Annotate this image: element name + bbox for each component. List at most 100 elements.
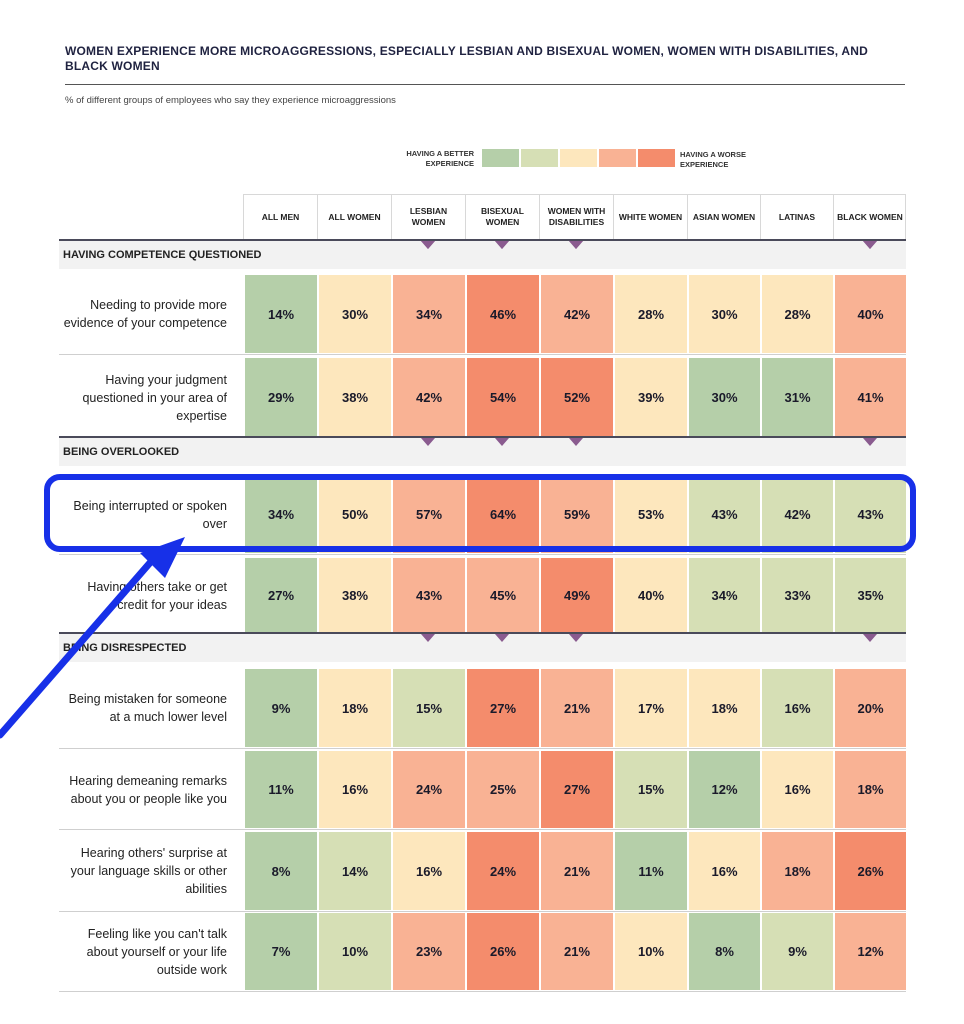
heatmap-cell: 46% [467,275,539,353]
legend-swatch [599,149,636,167]
heatmap-cell: 21% [541,832,613,910]
column-header: LATINAS [760,194,833,240]
heatmap-cell: 29% [245,358,317,437]
row-divider [59,911,906,912]
row-label: Being interrupted or spoken over [73,498,227,531]
heatmap-cell: 11% [245,751,317,828]
heatmap-cell: 15% [615,751,687,828]
column-marker [569,241,583,249]
heatmap-cell: 31% [762,358,833,437]
heatmap-cell: 7% [245,913,317,990]
heatmap-cell: 25% [467,751,539,828]
column-marker [569,438,583,446]
heatmap-cell: 40% [835,275,906,353]
column-header: WOMEN WITH DISABILITIES [539,194,613,240]
heatmap-cell: 18% [689,669,760,747]
heatmap-cell: 40% [615,558,687,633]
row-divider [59,991,906,992]
heatmap-cell: 34% [245,476,317,553]
heatmap-cell: 8% [245,832,317,910]
row-divider [59,354,906,355]
heatmap-cell: 16% [689,832,760,910]
section-divider [59,632,906,634]
heatmap-cell: 27% [541,751,613,828]
heatmap-cell: 38% [319,558,391,633]
legend-swatch [521,149,558,167]
heatmap-cell: 42% [541,275,613,353]
heatmap-cell: 34% [689,558,760,633]
column-marker [862,438,877,446]
heatmap-cell: 21% [541,913,613,990]
column-header: BLACK WOMEN [833,194,906,240]
row-divider [59,554,906,555]
heatmap-cell: 42% [393,358,465,437]
heatmap-cell: 34% [393,275,465,353]
heatmap-cell: 16% [762,751,833,828]
heatmap-cell: 20% [835,669,906,747]
heatmap-cell: 24% [467,832,539,910]
legend-better-label: HAVING A BETTER EXPERIENCE [406,149,474,168]
heatmap-cell: 30% [319,275,391,353]
section-header: BEING OVERLOOKED [59,438,906,466]
heatmap-cell: 45% [467,558,539,633]
heatmap-cell: 50% [319,476,391,553]
heatmap-cell: 43% [689,476,760,553]
column-marker [421,438,435,446]
heatmap-cell: 9% [762,913,833,990]
highlight-box [44,474,916,552]
heatmap-cell: 26% [835,832,906,910]
heatmap-cell: 8% [689,913,760,990]
column-marker [421,634,435,642]
heatmap-cell: 16% [319,751,391,828]
heatmap-cell: 26% [467,913,539,990]
heatmap-cell: 39% [615,358,687,437]
heatmap-cell: 49% [541,558,613,633]
heatmap-cell: 14% [319,832,391,910]
heatmap-cell: 28% [762,275,833,353]
heatmap-cell: 53% [615,476,687,553]
chart-title: WOMEN EXPERIENCE MORE MICROAGGRESSIONS, … [65,44,869,73]
legend-swatch [638,149,675,167]
heatmap-cell: 24% [393,751,465,828]
heatmap-cell: 43% [393,558,465,633]
row-label: Having your judgment questioned in your … [82,372,227,423]
heatmap-cell: 16% [393,832,465,910]
heatmap-cell: 27% [467,669,539,747]
heatmap-cell: 35% [835,558,906,633]
heatmap-cell: 12% [835,913,906,990]
column-marker [421,241,435,249]
column-marker [569,634,583,642]
column-marker [862,241,877,249]
section-header: BEING DISRESPECTED [59,634,906,662]
heatmap-cell: 42% [762,476,833,553]
heatmap-cell: 11% [615,832,687,910]
row-label: Needing to provide more evidence of your… [63,298,227,330]
heatmap-cell: 16% [762,669,833,747]
heatmap-cell: 33% [762,558,833,633]
heatmap-cell: 18% [762,832,833,910]
heatmap-cell: 52% [541,358,613,437]
heatmap-cell: 57% [393,476,465,553]
heatmap-cell: 12% [689,751,760,828]
column-header-frame [243,194,906,240]
row-divider [59,748,906,749]
row-label: Feeling like you can't talk about yourse… [86,926,227,977]
column-header: BISEXUAL WOMEN [465,194,539,240]
heatmap-cell: 18% [319,669,391,747]
heatmap-cell: 30% [689,358,760,437]
heatmap-cell: 18% [835,751,906,828]
title-divider [65,84,905,85]
column-marker [495,438,509,446]
heatmap-cell: 59% [541,476,613,553]
legend-worse-label: HAVING A WORSE EXPERIENCE [680,150,746,169]
column-header: ALL MEN [243,194,317,240]
legend-swatch [560,149,597,167]
row-label: Hearing others' surprise at your languag… [70,846,227,896]
heatmap-cell: 54% [467,358,539,437]
heatmap-cell: 28% [615,275,687,353]
heatmap-cell: 27% [245,558,317,633]
section-divider [59,436,906,438]
heatmap-cell: 10% [319,913,391,990]
column-header: ASIAN WOMEN [687,194,760,240]
heatmap-cell: 30% [689,275,760,353]
